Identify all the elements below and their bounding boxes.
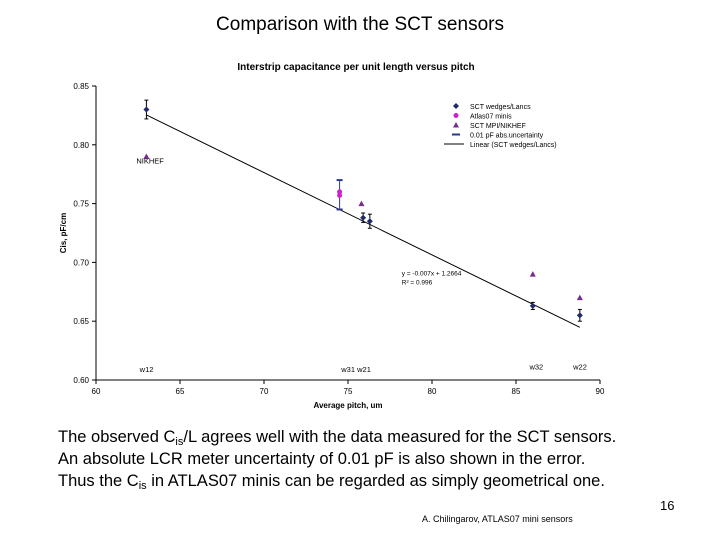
- page-number: 16: [660, 498, 675, 513]
- point-annotation: w12: [139, 365, 154, 374]
- legend-marker: [453, 103, 459, 109]
- body-text: The observed Cis/L agrees well with the …: [58, 426, 698, 492]
- y-tick-label: 0.65: [73, 317, 89, 326]
- x-tick-label: 70: [260, 387, 269, 396]
- data-points: [143, 106, 583, 319]
- chart-title: Interstrip capacitance per unit length v…: [237, 62, 474, 73]
- legend-label: 0.01 pF abs.uncertainty: [470, 133, 544, 140]
- y-tick-label: 0.80: [73, 141, 89, 150]
- data-point: [360, 214, 367, 221]
- legend-marker: [453, 113, 459, 118]
- footer-credit: A. Chilingarov, ATLAS07 mini sensors: [422, 514, 573, 524]
- point-annotation: w22: [572, 362, 587, 371]
- x-axis-label: Average pitch, um: [313, 401, 382, 410]
- data-point: [529, 271, 536, 277]
- body-line: Thus the Cis in ATLAS07 minis can be reg…: [58, 470, 698, 492]
- body-text-part: The observed C: [58, 428, 176, 446]
- body-line: The observed Cis/L agrees well with the …: [58, 426, 698, 448]
- subscript: is: [175, 436, 184, 448]
- legend-marker: [453, 122, 459, 128]
- x-tick-label: 90: [596, 387, 605, 396]
- data-point: [576, 312, 583, 319]
- body-text-part: Thus the C: [58, 472, 139, 490]
- data-point: [143, 106, 150, 113]
- body-text-part: in ATLAS07 minis can be regarded as simp…: [146, 472, 605, 490]
- y-ticks: 0.60 0.65 0.70 0.75 0.80 0.85: [73, 82, 96, 385]
- point-annotation: w31 w21: [340, 365, 371, 374]
- x-tick-label: 60: [92, 387, 101, 396]
- point-annotations: NIKHEF w12 w31 w21 w32 w22: [136, 157, 587, 374]
- subscript: is: [138, 480, 147, 492]
- slide-title: Comparison with the SCT sensors: [216, 14, 504, 35]
- fit-r-squared: R² = 0.996: [402, 279, 433, 286]
- data-point: [337, 189, 343, 195]
- legend-label: Atlas07 minis: [470, 114, 512, 121]
- data-point: [143, 153, 150, 160]
- legend-label: SCT wedges/Lancs: [470, 104, 531, 111]
- point-annotation: w32: [528, 362, 543, 371]
- data-point: [529, 302, 536, 309]
- body-text-part: /L agrees well with the data measured fo…: [183, 428, 617, 446]
- body-line: An absolute LCR meter uncertainty of 0.0…: [58, 448, 698, 470]
- point-annotation: NIKHEF: [136, 157, 164, 166]
- x-tick-label: 85: [512, 387, 521, 396]
- legend-label: Linear (SCT wedges/Lancs): [470, 142, 557, 149]
- legend-label: SCT MPI/NIKHEF: [470, 123, 526, 130]
- fit-equation: y = -0.007x + 1.2664: [402, 270, 462, 277]
- chart: Interstrip capacitance per unit length v…: [59, 62, 605, 410]
- data-point: [358, 200, 365, 207]
- x-tick-label: 65: [176, 387, 185, 396]
- y-axis-label: Cis, pF/cm: [59, 213, 68, 253]
- body-text-part: An absolute LCR meter uncertainty of 0.0…: [58, 450, 586, 468]
- x-ticks: 60 65 70 75 80 85 90: [92, 380, 605, 396]
- x-tick-label: 80: [428, 387, 437, 396]
- y-tick-label: 0.70: [73, 258, 89, 267]
- data-point: [576, 294, 583, 301]
- x-tick-label: 75: [344, 387, 353, 396]
- legend: SCT wedges/Lancs Atlas07 minis SCT MPI/NIK…: [444, 103, 557, 149]
- y-tick-label: 0.85: [73, 82, 89, 91]
- data-point: [337, 192, 343, 198]
- y-tick-label: 0.60: [73, 376, 89, 385]
- data-point: [366, 218, 373, 225]
- y-tick-label: 0.75: [73, 200, 89, 209]
